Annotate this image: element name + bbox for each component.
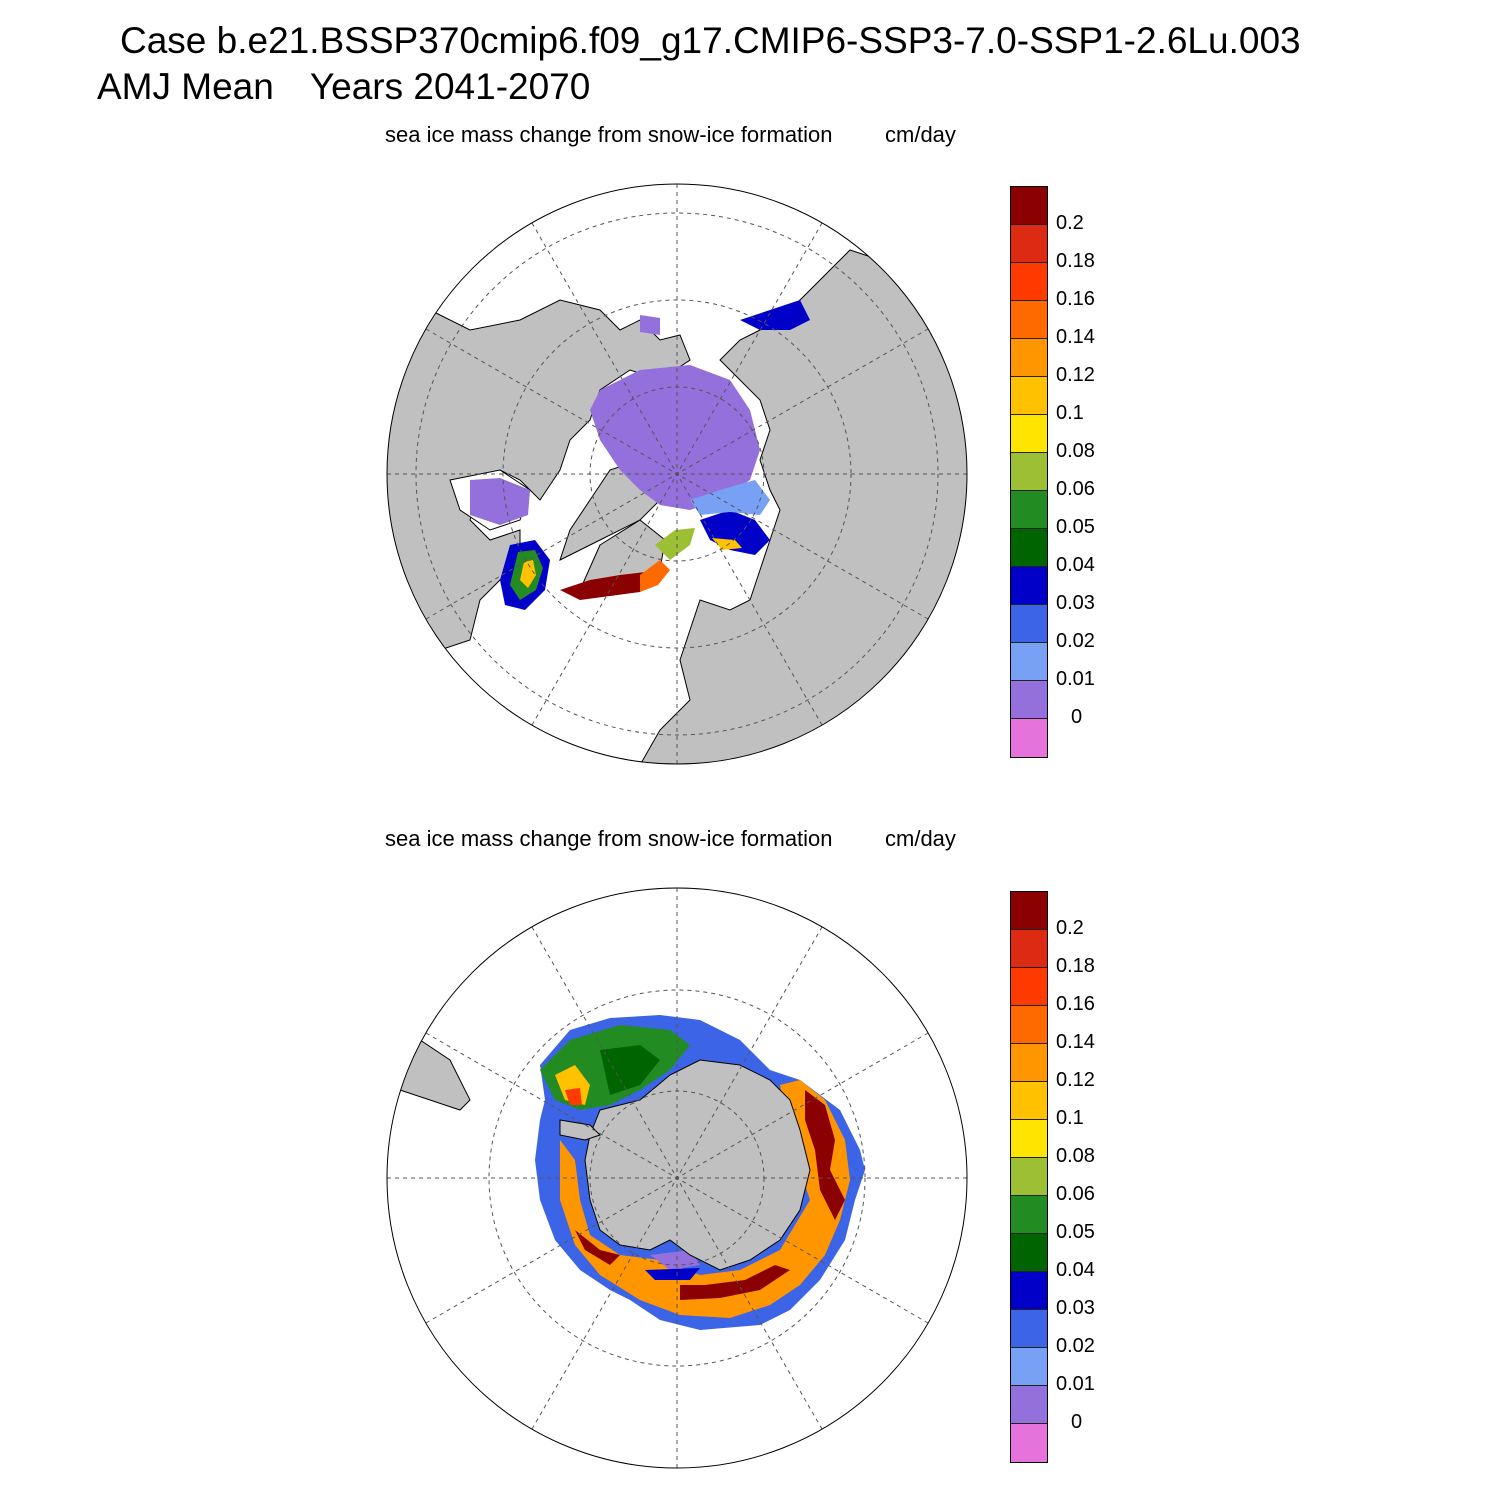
colorbar-segment [1011, 1348, 1047, 1386]
colorbar-tick-label: 0.02 [1056, 1335, 1095, 1357]
colorbar-tick-label: 0.05 [1056, 516, 1095, 538]
colorbar-segment [1011, 1082, 1047, 1120]
colorbar-tick-label: 0.03 [1056, 1297, 1095, 1319]
figure-title-case: Case b.e21.BSSP370cmip6.f09_g17.CMIP6-SS… [120, 20, 1301, 61]
colorbar-segment [1011, 1158, 1047, 1196]
panel-title-south: sea ice mass change from snow-ice format… [385, 826, 833, 851]
colorbar-segment [1011, 1424, 1047, 1462]
years-label: Years 2041-2070 [309, 66, 591, 107]
colorbar-tick-label: 0.14 [1056, 326, 1095, 348]
colorbar-tick-label: 0 [1071, 706, 1083, 728]
colorbar-segment [1011, 377, 1047, 415]
colorbar-segment [1011, 339, 1047, 377]
colorbar-segment [1011, 968, 1047, 1006]
colorbar-segment [1011, 1044, 1047, 1082]
panel-title-north: sea ice mass change from snow-ice format… [385, 122, 833, 147]
colorbar-segment [1011, 1120, 1047, 1158]
season-label: AMJ Mean [97, 66, 274, 107]
colorbar-segment [1011, 225, 1047, 263]
eurasia-landmass [639, 249, 967, 764]
colorbar-tick-label: 0.01 [1056, 668, 1095, 690]
colorbar-tick-label: 0.1 [1056, 402, 1084, 424]
colorbar-segment [1011, 453, 1047, 491]
colorbar-segment [1011, 681, 1047, 719]
antarctica-landmass [584, 1059, 811, 1271]
colorbar-segment [1011, 567, 1047, 605]
colorbar-segment [1011, 1272, 1047, 1310]
colorbar-segment [1011, 1386, 1047, 1424]
greenland-east-band [560, 572, 660, 600]
colorbar-tick-label: 0.04 [1056, 554, 1095, 576]
colorbar-tick-label: 0.05 [1056, 1221, 1095, 1243]
colorbar-tick-label: 0.12 [1056, 364, 1095, 386]
colorbar-segment [1011, 930, 1047, 968]
north-polar-map [387, 184, 967, 764]
south-polar-map [387, 888, 967, 1468]
colorbar-tick-label: 0.16 [1056, 288, 1095, 310]
bering-band [740, 300, 810, 330]
colorbar-segment [1011, 263, 1047, 301]
colorbar-segment [1011, 892, 1047, 930]
colorbar-south [1010, 891, 1048, 1463]
colorbar-segment [1011, 187, 1047, 225]
panel-units-south: cm/day [885, 826, 956, 851]
colorbar-tick-label: 0.02 [1056, 630, 1095, 652]
north-america-landmass [387, 299, 691, 651]
colorbar-segment [1011, 719, 1047, 757]
colorbar-segment [1011, 491, 1047, 529]
colorbar-tick-label: 0.2 [1056, 917, 1084, 939]
colorbar-tick-label: 0.01 [1056, 1373, 1095, 1395]
colorbar-tick-label: 0.08 [1056, 1145, 1095, 1167]
colorbar-segment [1011, 301, 1047, 339]
colorbar-north [1010, 186, 1048, 758]
colorbar-segment [1011, 1310, 1047, 1348]
colorbar-segment [1011, 415, 1047, 453]
colorbar-tick-label: 0.04 [1056, 1259, 1095, 1281]
colorbar-tick-label: 0.06 [1056, 1183, 1095, 1205]
colorbar-segment [1011, 1234, 1047, 1272]
colorbar-tick-label: 0.14 [1056, 1031, 1095, 1053]
antarctic-sea-ice-orange [560, 1080, 850, 1318]
colorbar-tick-label: 0.03 [1056, 592, 1095, 614]
colorbar-tick-label: 0.1 [1056, 1107, 1084, 1129]
colorbar-segment [1011, 643, 1047, 681]
colorbar-segment [1011, 1196, 1047, 1234]
colorbar-segment [1011, 605, 1047, 643]
colorbar-tick-label: 0.16 [1056, 993, 1095, 1015]
colorbar-tick-label: 0 [1071, 1411, 1083, 1433]
colorbar-tick-label: 0.18 [1056, 250, 1095, 272]
colorbar-tick-label: 0.08 [1056, 440, 1095, 462]
colorbar-segment [1011, 529, 1047, 567]
figure-title-season: AMJ Mean Years 2041-2070 [97, 66, 590, 108]
panel-units-north: cm/day [885, 122, 956, 147]
colorbar-tick-label: 0.06 [1056, 478, 1095, 500]
colorbar-tick-label: 0.2 [1056, 212, 1084, 234]
antarctic-sea-ice-darkred [680, 1265, 790, 1300]
barents-kara-band [655, 528, 695, 560]
colorbar-tick-label: 0.12 [1056, 1069, 1095, 1091]
colorbar-segment [1011, 1006, 1047, 1044]
colorbar-tick-label: 0.18 [1056, 955, 1095, 977]
